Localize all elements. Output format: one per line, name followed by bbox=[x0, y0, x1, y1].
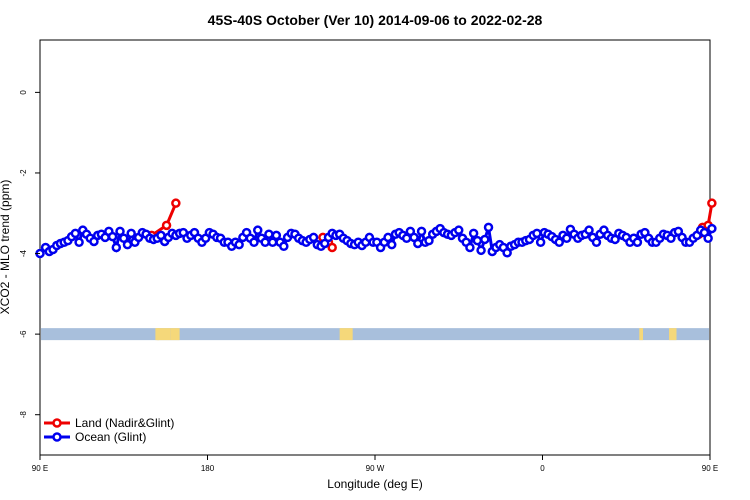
ocean-series-point bbox=[472, 235, 483, 246]
ocean-series-point bbox=[703, 233, 713, 243]
land-series-point bbox=[327, 242, 337, 253]
legend-land-label: Land (Nadir&Glint) bbox=[75, 416, 174, 430]
ocean-series-point bbox=[70, 228, 81, 239]
ocean-series-point bbox=[584, 225, 594, 235]
ocean-series-point bbox=[554, 237, 564, 248]
x-axis: 90 E 180 90 W 0 90 E bbox=[32, 455, 718, 473]
x-tick-label: 90 E bbox=[702, 464, 718, 473]
ocean-series-point bbox=[535, 237, 546, 248]
series-layer bbox=[35, 198, 717, 259]
y-tick-label: -4 bbox=[19, 249, 28, 257]
legend-ocean-marker bbox=[52, 432, 62, 442]
ocean-series-point bbox=[271, 230, 282, 241]
x-tick-label: 90 W bbox=[366, 464, 385, 473]
ocean-series-point bbox=[483, 222, 494, 233]
ocean-band bbox=[41, 328, 709, 341]
ocean-series-point bbox=[111, 242, 122, 253]
x-tick-label: 180 bbox=[201, 464, 215, 473]
legend-ocean-label: Ocean (Glint) bbox=[75, 430, 146, 444]
ocean-series-point bbox=[465, 242, 475, 253]
ocean-series-point bbox=[308, 232, 319, 243]
ocean-series-point bbox=[107, 231, 118, 242]
ocean-series-point bbox=[253, 225, 263, 235]
x-axis-label: Longitude (deg E) bbox=[327, 477, 422, 491]
y-axis-label: XCO2 - MLO trend (ppm) bbox=[0, 180, 12, 315]
x-tick-label: 0 bbox=[540, 464, 545, 473]
ocean-series-point bbox=[279, 241, 289, 252]
ocean-series-point bbox=[122, 239, 133, 250]
y-tick-label: -6 bbox=[19, 330, 28, 338]
y-tick-label: -8 bbox=[19, 411, 28, 419]
land-series-point bbox=[707, 198, 717, 208]
ocean-series-point bbox=[591, 237, 602, 248]
ocean-series-point bbox=[383, 232, 393, 243]
ocean-series-point bbox=[387, 239, 397, 250]
land-ocean-band bbox=[41, 328, 709, 341]
ocean-series-point bbox=[707, 223, 717, 234]
land-band-span bbox=[669, 328, 677, 341]
land-band-span bbox=[170, 328, 180, 341]
land-series-point bbox=[171, 198, 181, 208]
ocean-series-point bbox=[249, 237, 259, 248]
ocean-series-point bbox=[413, 238, 423, 249]
ocean-series-point bbox=[260, 237, 270, 248]
ocean-series-point bbox=[126, 228, 136, 239]
y-tick-label: -2 bbox=[19, 169, 28, 177]
y-tick-label: 0 bbox=[19, 90, 28, 95]
land-band-span bbox=[157, 328, 171, 341]
ocean-series-point bbox=[532, 228, 542, 239]
legend: Land (Nadir&Glint)Ocean (Glint) bbox=[44, 416, 174, 444]
ocean-series-point bbox=[454, 225, 464, 235]
ocean-series-point bbox=[416, 226, 427, 237]
ocean-series-point bbox=[561, 233, 572, 243]
ocean-series-point bbox=[468, 228, 479, 239]
y-axis: 0 -2 -4 -6 -8 bbox=[19, 90, 40, 419]
land-band-span bbox=[639, 328, 643, 341]
ocean-series-point bbox=[74, 237, 84, 248]
land-series-point bbox=[161, 220, 172, 231]
land-band-span bbox=[339, 328, 353, 341]
legend-land-marker bbox=[52, 418, 62, 428]
ocean-series-point bbox=[234, 239, 244, 250]
plot-frame bbox=[39, 39, 711, 456]
ocean-series-point bbox=[264, 229, 274, 239]
ocean-series-point bbox=[476, 245, 486, 256]
ocean-series-point bbox=[632, 237, 643, 248]
x-tick-label: 90 E bbox=[32, 464, 48, 473]
ocean-series-point bbox=[480, 234, 490, 245]
ocean-series-point bbox=[115, 226, 125, 237]
chart-title: 45S-40S October (Ver 10) 2014-09-06 to 2… bbox=[208, 12, 543, 28]
